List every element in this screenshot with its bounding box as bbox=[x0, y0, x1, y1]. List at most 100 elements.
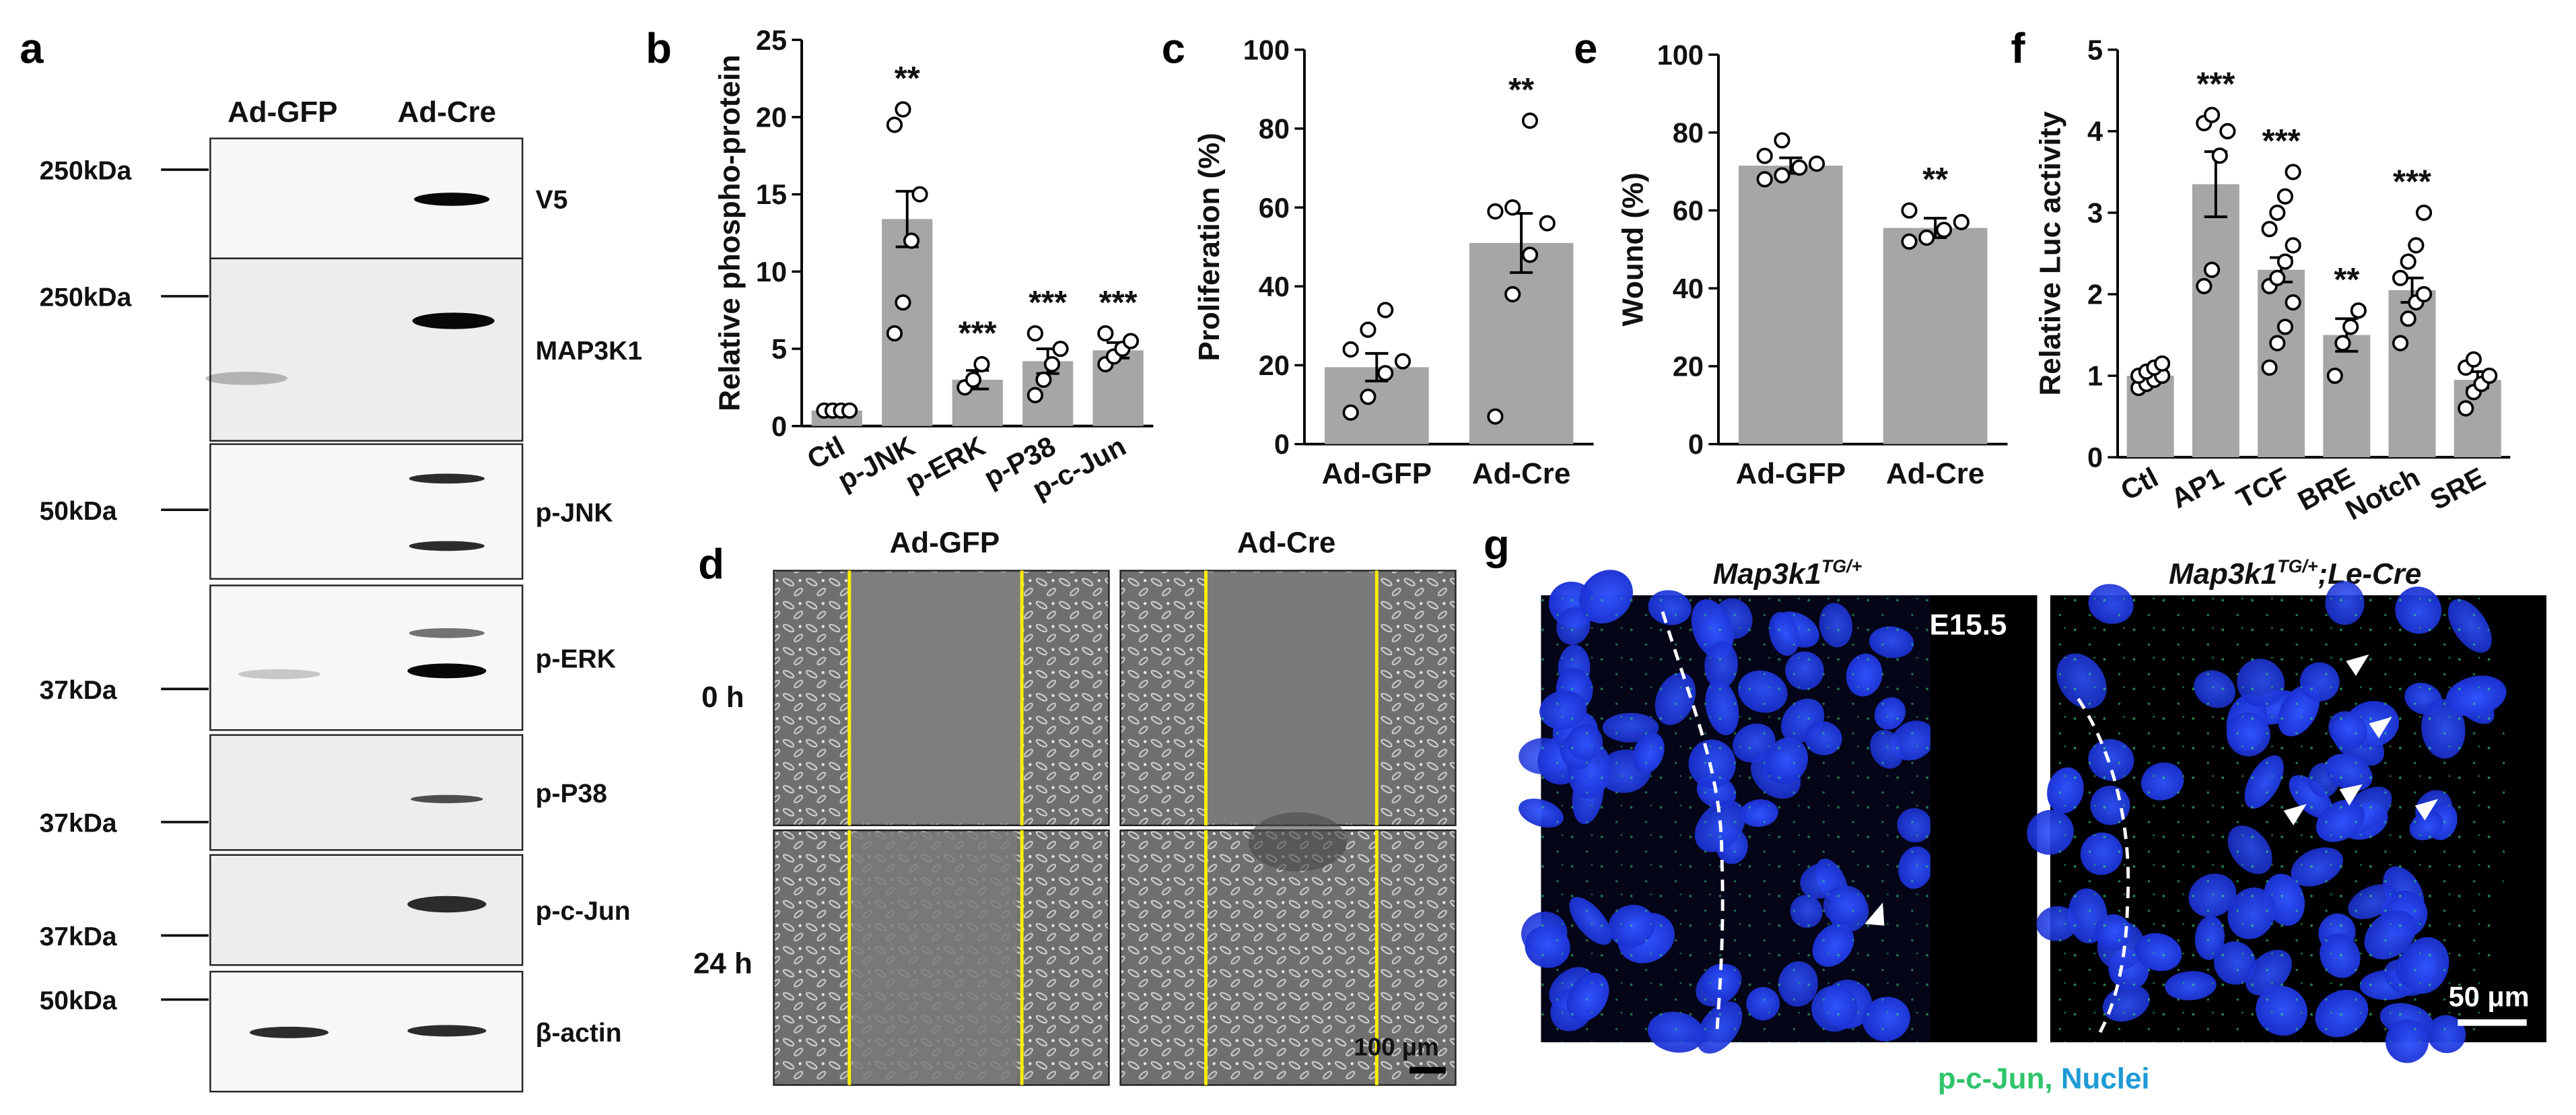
data-point bbox=[1539, 215, 1556, 232]
category-label: SRE bbox=[2425, 461, 2490, 516]
data-point bbox=[2392, 269, 2409, 286]
y-tick-label: 20 bbox=[1259, 349, 1290, 381]
category-label: Ad-GFP bbox=[1736, 457, 1846, 490]
bar-ap1 bbox=[2192, 184, 2239, 458]
blot-label: p-c-Jun bbox=[536, 897, 631, 926]
fluor-legend-green: p-c-Jun, bbox=[1938, 1062, 2053, 1095]
blot-map3k1: MAP3K1 250kDa bbox=[40, 257, 642, 442]
data-point bbox=[2276, 318, 2294, 335]
blot-label: V5 bbox=[536, 185, 568, 214]
data-point bbox=[1953, 213, 1970, 230]
scratch-image-gfp-24h bbox=[773, 829, 1110, 1086]
significance-marker: *** bbox=[1029, 285, 1067, 321]
data-point bbox=[1504, 199, 1521, 216]
data-point bbox=[2269, 204, 2286, 222]
blot-label: p-ERK bbox=[536, 645, 616, 674]
data-point bbox=[841, 402, 858, 419]
blot-marker-label: 250kDa bbox=[40, 157, 132, 186]
y-tick-label: 80 bbox=[1673, 116, 1704, 148]
blot-label: p-JNK bbox=[536, 498, 613, 527]
data-point bbox=[1774, 167, 1790, 184]
data-point bbox=[911, 186, 928, 203]
scratch-row-label-24h: 24 h bbox=[693, 947, 753, 980]
data-point bbox=[2261, 359, 2278, 376]
data-point bbox=[2154, 355, 2171, 372]
y-tick-label: 20 bbox=[1673, 351, 1704, 382]
data-point bbox=[1043, 356, 1061, 373]
significance-marker: *** bbox=[959, 316, 997, 352]
y-tick-label: 4 bbox=[2087, 116, 2103, 147]
y-tick-label: 2 bbox=[2087, 279, 2103, 310]
data-point bbox=[2219, 123, 2236, 139]
category-label: Ad-GFP bbox=[1322, 457, 1432, 490]
panel-label-f: f bbox=[2011, 25, 2025, 72]
fluor-stage-label: E15.5 bbox=[1930, 609, 2007, 642]
y-tick-label: 0 bbox=[2087, 442, 2103, 473]
data-point bbox=[895, 101, 911, 118]
data-point bbox=[1487, 203, 1504, 220]
data-point bbox=[1756, 147, 1773, 164]
blot-p-erk: p-ERK 37kDa bbox=[40, 584, 616, 731]
blot-marker-label: 37kDa bbox=[40, 922, 117, 951]
bar-ad-gfp bbox=[1739, 166, 1843, 444]
data-point bbox=[1026, 325, 1043, 342]
scratch-scale-bar-label: 100 μm bbox=[1354, 1034, 1438, 1061]
data-point bbox=[1487, 408, 1504, 425]
data-point bbox=[1774, 132, 1790, 149]
fluor-title-le-cre: Map3k1TG/+;Le-Cre bbox=[2169, 556, 2421, 590]
data-point bbox=[1360, 388, 1377, 405]
data-point bbox=[2342, 318, 2359, 335]
y-tick-label: 1 bbox=[2087, 360, 2103, 392]
data-point bbox=[2458, 400, 2474, 417]
y-axis-label: Relative phospho-protein bbox=[713, 55, 746, 411]
category-label: Notch bbox=[2340, 461, 2425, 527]
data-point bbox=[2261, 221, 2278, 238]
data-point bbox=[895, 294, 911, 311]
blot-marker-label: 50kDa bbox=[40, 497, 117, 526]
data-point bbox=[2408, 237, 2425, 254]
y-axis-label: Proliferation (%) bbox=[1193, 133, 1226, 361]
scratch-image-gfp-0h bbox=[773, 570, 1110, 827]
data-point bbox=[973, 356, 990, 373]
data-point bbox=[2276, 188, 2294, 205]
panel-label-e: e bbox=[1574, 25, 1597, 72]
data-point bbox=[1918, 229, 1935, 246]
panel-e-chart: e 0 20 40 60 80 100 Wound (%) Ad-GFP ** Ad-Cre bbox=[1574, 25, 2008, 490]
significance-marker: ** bbox=[895, 61, 920, 97]
category-label: Ad-Cre bbox=[1886, 457, 1984, 490]
y-tick-label: 60 bbox=[1673, 195, 1704, 226]
data-point bbox=[2285, 164, 2301, 180]
data-point bbox=[2269, 335, 2286, 351]
data-point bbox=[2400, 310, 2416, 327]
scratch-scale-bar bbox=[1409, 1067, 1446, 1074]
data-point bbox=[1808, 156, 1825, 172]
bar-bre bbox=[2323, 335, 2371, 458]
data-point bbox=[2276, 253, 2294, 270]
blot-group-label-ad-gfp: Ad-GFP bbox=[228, 96, 337, 129]
blot-label: MAP3K1 bbox=[536, 337, 642, 366]
y-tick-label: 3 bbox=[2087, 197, 2103, 229]
y-tick-label: 10 bbox=[756, 256, 787, 288]
scratch-column-label-ad-cre: Ad-Cre bbox=[1237, 527, 1335, 560]
bar-ad-cre bbox=[1883, 228, 1988, 444]
data-point bbox=[1052, 340, 1069, 358]
significance-marker: ** bbox=[1922, 162, 1948, 198]
data-point bbox=[2211, 147, 2228, 164]
data-point bbox=[2203, 261, 2221, 278]
fluor-title-control: Map3k1TG/+ bbox=[1713, 556, 1863, 590]
blot--actin: β-actin 50kDa bbox=[40, 970, 622, 1093]
data-point bbox=[1521, 112, 1539, 129]
data-point bbox=[1521, 246, 1539, 263]
data-point bbox=[1097, 325, 1114, 342]
data-point bbox=[1504, 285, 1521, 303]
data-point bbox=[2269, 269, 2286, 286]
data-point bbox=[1935, 222, 1953, 238]
data-point bbox=[2285, 294, 2301, 311]
y-tick-label: 0 bbox=[771, 410, 787, 442]
data-point bbox=[1901, 233, 1918, 250]
category-label: Ctl bbox=[2116, 461, 2163, 506]
panel-d: d Ad-GFP Ad-Cre 0 h 24 h bbox=[693, 527, 1457, 1086]
data-point bbox=[1377, 365, 1394, 382]
y-tick-label: 5 bbox=[771, 333, 787, 365]
data-point bbox=[886, 116, 903, 133]
